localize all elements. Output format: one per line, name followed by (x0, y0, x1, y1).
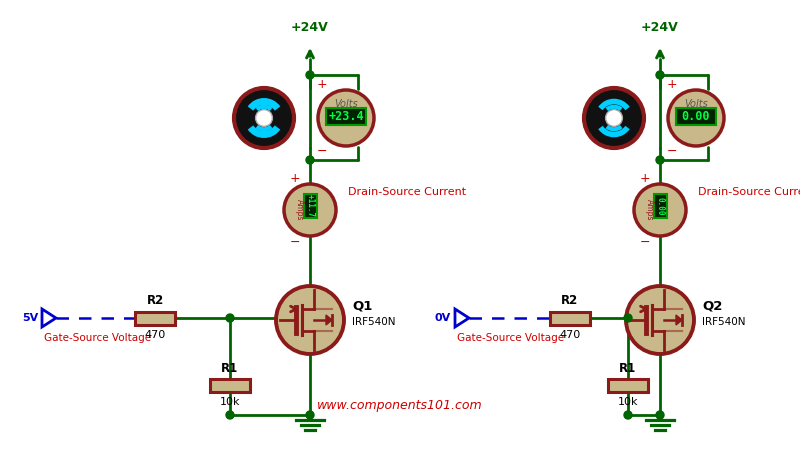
Text: +: + (640, 171, 650, 185)
Polygon shape (455, 309, 469, 327)
Text: Gate-Source Voltage: Gate-Source Voltage (44, 333, 151, 343)
Polygon shape (42, 309, 56, 327)
Circle shape (306, 156, 314, 164)
Circle shape (276, 286, 344, 354)
Text: +24V: +24V (641, 21, 679, 34)
Circle shape (624, 314, 632, 322)
Text: R1: R1 (222, 361, 238, 375)
Text: Amps: Amps (645, 199, 654, 221)
Text: +11.7: +11.7 (306, 195, 314, 218)
Text: R2: R2 (146, 294, 164, 307)
Text: www.components101.com: www.components101.com (317, 398, 483, 411)
Circle shape (668, 90, 724, 146)
Text: R1: R1 (619, 361, 637, 375)
Circle shape (624, 411, 632, 419)
Text: +23.4: +23.4 (328, 109, 364, 122)
Text: Volts: Volts (334, 99, 358, 109)
Text: Q1: Q1 (352, 300, 372, 312)
Circle shape (306, 411, 314, 419)
Text: 10k: 10k (618, 397, 638, 407)
Circle shape (634, 184, 686, 236)
Polygon shape (326, 315, 332, 325)
Circle shape (626, 286, 694, 354)
Text: 0.00: 0.00 (655, 197, 665, 215)
Text: +: + (317, 78, 327, 92)
Text: 470: 470 (559, 330, 581, 340)
Text: Volts: Volts (684, 99, 708, 109)
Circle shape (226, 411, 234, 419)
Text: 5V: 5V (22, 313, 38, 323)
FancyBboxPatch shape (676, 108, 716, 125)
Text: +: + (290, 171, 300, 185)
Circle shape (584, 88, 644, 148)
Text: Drain-Source Current: Drain-Source Current (348, 187, 466, 197)
FancyBboxPatch shape (326, 108, 366, 125)
Text: +24V: +24V (291, 21, 329, 34)
Text: 0V: 0V (434, 313, 451, 323)
Text: Gate-Source Voltage: Gate-Source Voltage (457, 333, 564, 343)
Text: −: − (666, 145, 678, 158)
Text: Drain-Source Current: Drain-Source Current (698, 187, 800, 197)
Circle shape (656, 156, 664, 164)
Circle shape (284, 184, 336, 236)
Circle shape (318, 90, 374, 146)
Text: −: − (640, 235, 650, 249)
FancyBboxPatch shape (654, 194, 666, 218)
Text: +: + (666, 78, 678, 92)
Text: −: − (290, 235, 300, 249)
Circle shape (226, 314, 234, 322)
FancyBboxPatch shape (550, 311, 590, 325)
Text: 10k: 10k (220, 397, 240, 407)
Text: R2: R2 (562, 294, 578, 307)
Text: Amps: Amps (294, 199, 303, 221)
Circle shape (234, 88, 294, 148)
Text: −: − (317, 145, 327, 158)
Circle shape (606, 109, 622, 126)
FancyBboxPatch shape (135, 311, 175, 325)
Text: 0.00: 0.00 (682, 109, 710, 122)
Circle shape (256, 109, 272, 126)
Circle shape (656, 411, 664, 419)
Text: Q2: Q2 (702, 300, 722, 312)
Text: IRF540N: IRF540N (702, 317, 746, 327)
FancyBboxPatch shape (608, 378, 648, 392)
Text: IRF540N: IRF540N (352, 317, 395, 327)
Circle shape (306, 71, 314, 79)
Circle shape (656, 71, 664, 79)
FancyBboxPatch shape (210, 378, 250, 392)
Polygon shape (676, 315, 682, 325)
FancyBboxPatch shape (303, 194, 317, 218)
Text: 470: 470 (144, 330, 166, 340)
